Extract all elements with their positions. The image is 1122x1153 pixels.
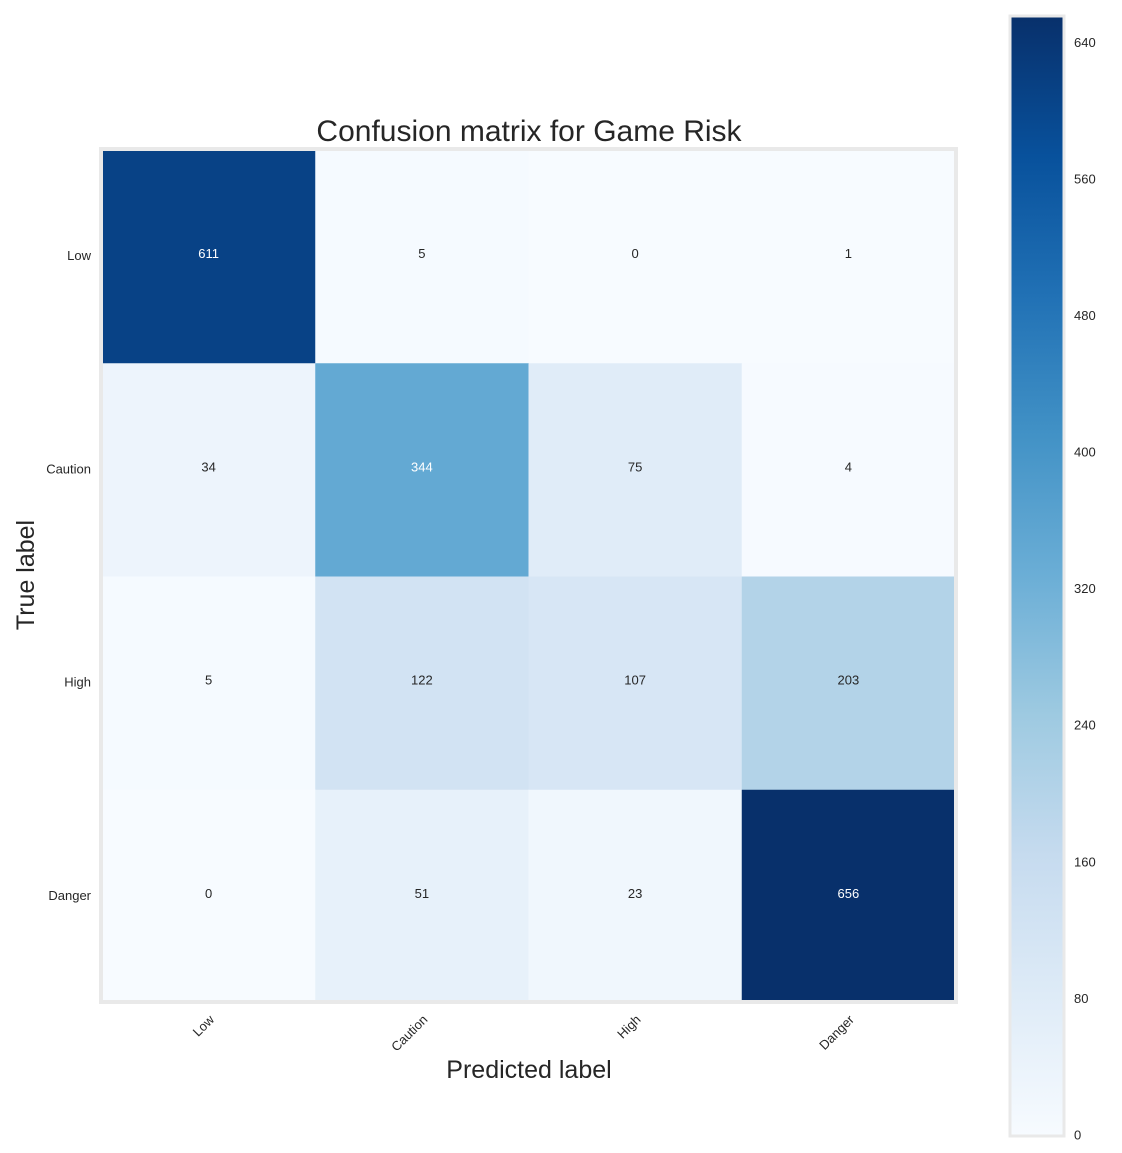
x-tick-label: Danger (816, 1011, 857, 1052)
x-axis-label: Predicted label (446, 1056, 611, 1084)
colorbar-tick-label: 160 (1074, 854, 1096, 869)
cell-value-label: 203 (838, 673, 860, 688)
matrix-cell (741, 150, 956, 364)
x-tick-label: High (614, 1012, 644, 1042)
cell-value-label: 656 (838, 886, 860, 901)
colorbar-tick-label: 240 (1074, 718, 1096, 733)
colorbar-tick-label: 80 (1074, 991, 1088, 1006)
matrix-cell (528, 576, 743, 791)
cell-value-label: 0 (632, 246, 639, 261)
matrix-frame (99, 147, 958, 1004)
cell-value-label: 122 (411, 673, 433, 688)
y-axis-ticks: Low Caution High Danger (46, 248, 91, 903)
cell-value-label: 4 (845, 459, 852, 474)
matrix-cell (528, 789, 743, 1004)
matrix-cell (315, 150, 529, 364)
colorbar-ticks: 0 80 160 240 320 400 480 560 640 (1074, 35, 1096, 1143)
cell-value-label: 23 (628, 886, 642, 901)
cell-value-label: 5 (205, 673, 212, 688)
matrix-cell (315, 363, 529, 577)
matrix-cell (315, 576, 529, 791)
y-axis-label: True label (12, 520, 40, 630)
x-tick-label: Low (190, 1012, 218, 1040)
matrix-cell (528, 363, 743, 577)
cell-value-label: 51 (415, 886, 429, 901)
chart-title: Confusion matrix for Game Risk (316, 115, 742, 148)
y-tick-label: Low (67, 248, 91, 263)
matrix-cell (741, 789, 956, 1004)
cell-value-label: 344 (411, 459, 433, 474)
cell-value-label: 1 (845, 246, 852, 261)
matrix-cell (102, 363, 316, 577)
matrix-cell (528, 150, 743, 364)
cell-value-label: 34 (201, 459, 215, 474)
colorbar-tick-label: 400 (1074, 445, 1096, 460)
colorbar-tick-label: 640 (1074, 35, 1096, 50)
matrix-cell (315, 789, 529, 1004)
matrix-cell (102, 576, 316, 791)
cell-value-label: 107 (624, 673, 646, 688)
x-tick-label: Caution (388, 1012, 430, 1054)
y-tick-label: Caution (46, 461, 91, 476)
confusion-matrix: 611 5 0 1 34 344 75 4 5 122 107 203 0 51 23 656 (102, 150, 956, 1004)
x-axis-ticks: Low Caution High Danger (190, 1011, 858, 1054)
cell-value-label: 75 (628, 459, 642, 474)
matrix-cell (741, 363, 956, 577)
cell-value-label: 0 (205, 886, 212, 901)
y-tick-label: Danger (48, 888, 91, 903)
y-tick-label: High (64, 675, 91, 690)
colorbar-tick-label: 480 (1074, 308, 1096, 323)
cell-value-label: 611 (198, 246, 219, 261)
colorbar-tick-label: 0 (1074, 1127, 1081, 1142)
matrix-cell (741, 576, 956, 791)
colorbar-tick-label: 560 (1074, 171, 1096, 186)
cell-value-label: 5 (418, 246, 425, 261)
matrix-cell (102, 789, 316, 1004)
colorbar (1008, 14, 1066, 1138)
colorbar-tick-label: 320 (1074, 581, 1096, 596)
matrix-cell (102, 150, 316, 364)
